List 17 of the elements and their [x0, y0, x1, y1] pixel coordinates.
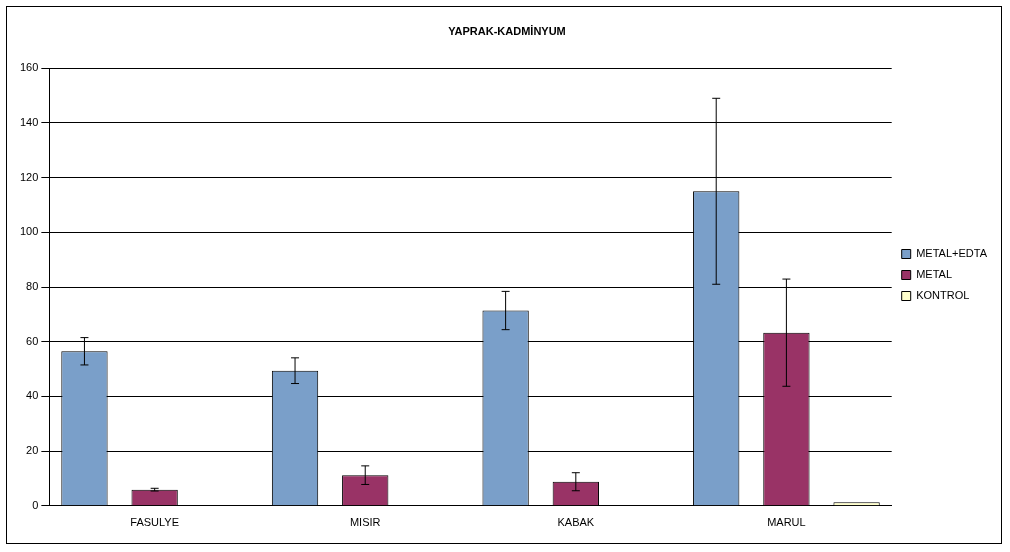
legend-label: KONTROL — [916, 289, 970, 302]
y-tick-label: 140 — [19, 115, 39, 128]
y-tick-label: 160 — [19, 61, 39, 74]
legend-label: METAL — [916, 268, 953, 281]
x-tick-label: MARUL — [767, 516, 806, 529]
y-tick-label: 100 — [19, 225, 39, 238]
chart-title: YAPRAK-KADMİNYUM — [448, 24, 566, 37]
y-tick-label: 20 — [26, 444, 39, 457]
y-tick-label: 80 — [26, 280, 39, 293]
y-tick-label: 40 — [26, 389, 39, 402]
legend-label: METAL+EDTA — [916, 247, 988, 260]
y-tick-label: 120 — [19, 170, 39, 183]
y-tick-label: 0 — [32, 498, 39, 511]
x-tick-label: FASULYE — [130, 516, 180, 529]
x-tick-label: KABAK — [557, 516, 595, 529]
y-tick-label: 60 — [26, 334, 39, 347]
x-tick-label: MISIR — [349, 516, 381, 529]
